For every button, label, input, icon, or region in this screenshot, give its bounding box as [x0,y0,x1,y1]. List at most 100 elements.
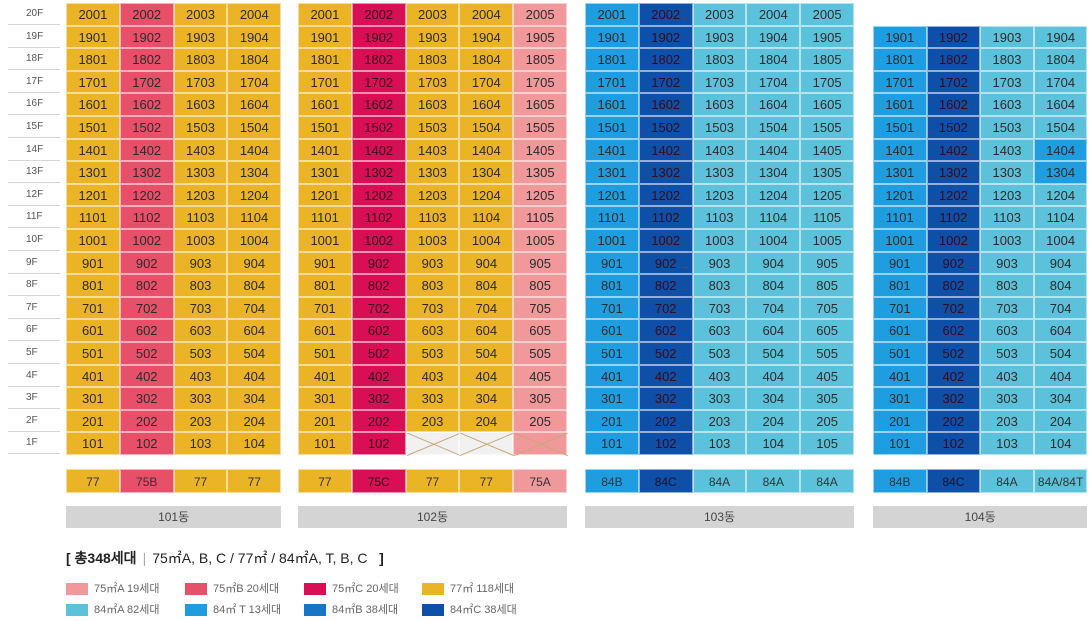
unit-cell: 1805 [513,48,567,71]
unit-cell: 103 [692,432,747,455]
unit-cell: 802 [119,274,174,297]
unit-type-label: 84A [800,469,854,493]
unit-cell: 1102 [119,206,174,229]
unit-cell: 503 [405,342,460,365]
unit-cell: 1903 [173,25,228,49]
unit-cell: 1603 [980,93,1034,116]
unit-cell: 502 [351,342,406,365]
unit-cell: 402 [926,364,981,388]
unit-cell: 1503 [980,116,1034,139]
unit-cell: 701 [873,296,927,320]
unit-cell: 501 [66,342,120,365]
unit-cell: 605 [513,319,567,342]
unit-cell: 203 [405,409,460,433]
unit-cell: 1502 [926,116,981,139]
unit-cell: 1405 [800,138,854,162]
legend-swatch [304,604,326,617]
unit-type-label: 84A/84T [1033,469,1088,493]
unit-cell: 1804 [1033,48,1088,71]
unit-cell: 803 [173,274,228,297]
unit-cell: 103 [980,432,1034,455]
unit-type-label: 77 [173,469,228,493]
unit-cell: 204 [459,409,514,433]
legend-swatch [422,604,444,617]
unit-cell: 1401 [585,138,639,162]
unit-cell: 902 [926,251,981,275]
unit-cell: 1705 [513,70,567,94]
unit-cell: 905 [513,251,567,275]
unit-cell: 603 [692,319,747,342]
unit-cell: 1502 [638,116,693,139]
building-103: 2001 2002 2003 2004 2005 1901 1902 1903 1904 1905… [585,0,854,530]
floor-label-8f: 8F [8,274,60,297]
unit-cell: 304 [227,387,282,410]
unit-cell: 1501 [298,116,352,139]
unit-cell: 102 [351,432,406,455]
building-104: 1901 1902 1903 1904 1801 1802 1803 1804 1701 1702… [873,0,1088,530]
unit-cell: 301 [873,387,927,410]
unit-cell: 101 [585,432,639,455]
unit-cell: 1701 [585,70,639,94]
unit-cell: 1401 [873,138,927,162]
legend: [ 총348세대 | 75㎡A, B, C / 77㎡ / 84㎡A, T, B, … [66,548,666,617]
unit-cell: 202 [119,409,174,433]
unit-cell: 1403 [980,138,1034,162]
building-name: 104동 [873,506,1088,528]
unit-cell: 1103 [980,206,1034,229]
unit-type-label: 84C [926,469,981,493]
unit-cell: 903 [173,251,228,275]
unit-cell: 1504 [746,116,801,139]
unit-type-label: 84A [980,469,1034,493]
unit-cell: 1202 [119,183,174,207]
unit-cell: 305 [513,387,567,410]
unit-cell: 1902 [119,25,174,49]
unit-cell: 1802 [119,48,174,71]
unit-cell: 1703 [173,70,228,94]
unit-cell: 105 [800,432,854,455]
floor-label-13f: 13F [8,161,60,184]
unit-cell: 601 [66,319,120,342]
unit-cell: 1101 [873,206,927,229]
unit-cell: 1504 [1033,116,1088,139]
unit-cell: 501 [585,342,639,365]
legend-label: 75㎡A 19세대 [94,583,160,595]
unit-cell: 203 [173,409,228,433]
unit-cell: 103 [173,432,228,455]
unit-cell: 703 [173,296,228,320]
unit-cell: 1804 [459,48,514,71]
unit-cell: 1701 [873,70,927,94]
unit-cell: 604 [1033,319,1088,342]
floor-label-14f: 14F [8,139,60,161]
building-name: 103동 [585,506,854,528]
unit-cell: 1701 [298,70,352,94]
unit-cell: 205 [513,409,567,433]
unit-cell: 901 [66,251,120,275]
unit-cell: 1505 [800,116,854,139]
unit-cell: 504 [1033,342,1088,365]
legend-swatch [66,604,88,617]
unit-cell: 1603 [692,93,747,116]
unit-cell: 1301 [585,161,639,184]
unit-cell: 804 [227,274,282,297]
unit-cell: 1105 [800,206,854,229]
floor-label-18f: 18F [8,48,60,71]
unit-cell: 1901 [66,25,120,49]
unit-type-label: 77 [405,469,460,493]
unit-cell: 702 [119,296,174,320]
unit-cell: 1002 [119,229,174,252]
unit-cell: 1604 [227,93,282,116]
unit-cell: 304 [459,387,514,410]
unit-cell: 1704 [459,70,514,94]
unit-cell: 701 [66,296,120,320]
unit-cell: 1303 [173,161,228,184]
unit-cell: 401 [585,364,639,388]
unit-cell: 204 [227,409,282,433]
legend-item-84c: 84㎡C 38세대 [422,603,517,617]
unit-cell: 1504 [227,116,282,139]
unit-cell: 803 [405,274,460,297]
unit-cell: 1101 [585,206,639,229]
unit-cell: 301 [298,387,352,410]
floor-label-17f: 17F [8,71,60,93]
unit-cell: 705 [513,296,567,320]
unit-cell: 1004 [1033,229,1088,252]
